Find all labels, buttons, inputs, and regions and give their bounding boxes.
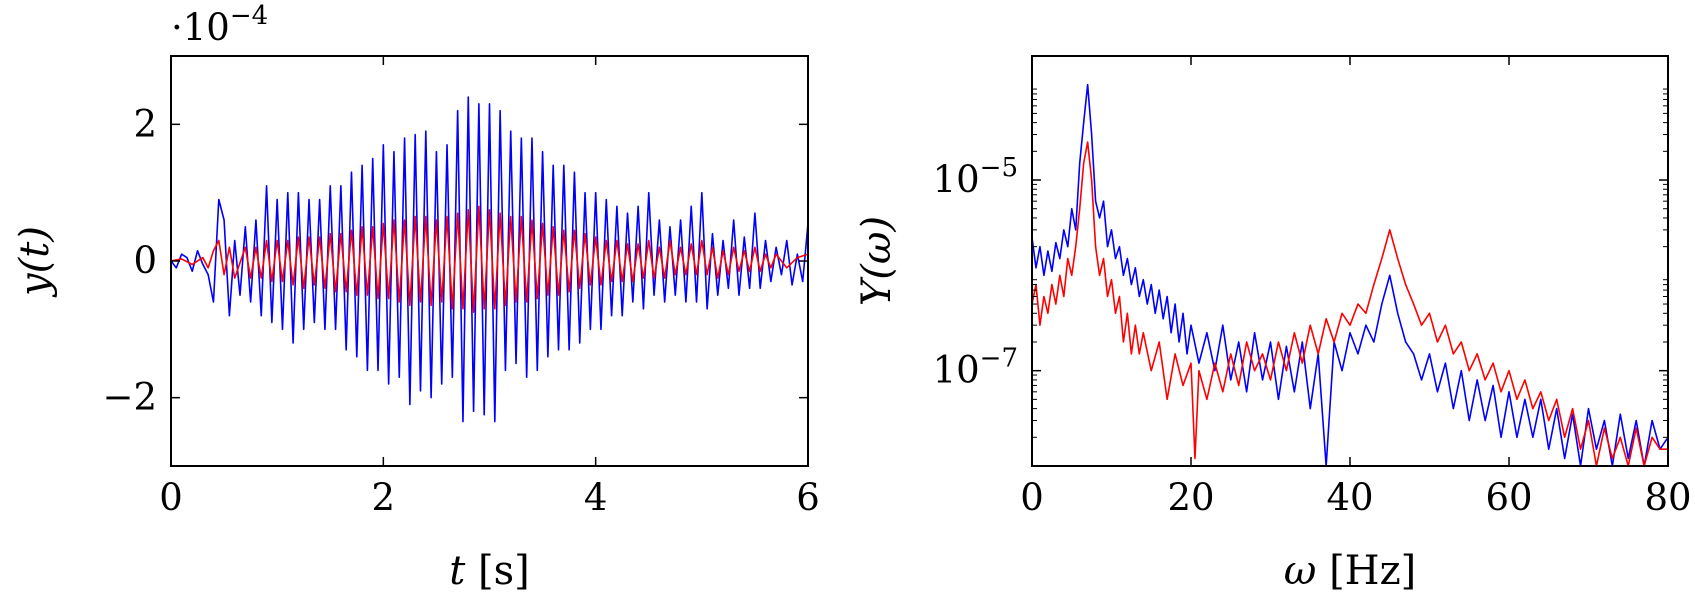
x-axis-label: t [s]: [449, 548, 530, 594]
x-tick-label: 6: [796, 476, 820, 519]
y-scale-exponent: −4: [230, 1, 268, 31]
y-tick-label: 10−5: [933, 153, 1018, 201]
y-axis-label: y(t): [12, 226, 58, 298]
series-group: [1032, 83, 1668, 466]
series-line-1: [171, 96, 808, 423]
x-axis-var: t: [449, 548, 466, 594]
series-line-1: [1032, 83, 1668, 466]
x-axis-unit: [s]: [478, 548, 530, 594]
series-group: [171, 96, 808, 423]
x-axis-label: ω [Hz]: [1284, 548, 1417, 594]
y-axis-label: Y(ω): [854, 216, 900, 306]
x-tick-label: 80: [1644, 476, 1691, 519]
x-tick-label: 20: [1167, 476, 1214, 519]
time-domain-chart: 0 2 4 6 −2 0 2 t [s] y(t) ·10−4: [12, 1, 820, 594]
y-tick-base: 10: [933, 158, 980, 201]
x-tick-label: 0: [1020, 476, 1044, 519]
series-line-2: [1032, 141, 1668, 466]
x-tick-label: 4: [584, 476, 608, 519]
y-tick-label: 2: [133, 102, 157, 145]
x-tick-label: 2: [372, 476, 396, 519]
x-tick-label: 60: [1485, 476, 1532, 519]
x-tick-label: 0: [159, 476, 183, 519]
x-axis-unit: [Hz]: [1329, 548, 1416, 594]
series-line-2: [171, 205, 808, 314]
y-tick-label: 0: [133, 239, 157, 282]
y-tick-label: −2: [102, 376, 157, 419]
y-tick-base: 10: [933, 349, 980, 392]
y-scale-factor: ·10−4: [171, 1, 268, 49]
y-tick-label: 10−7: [933, 344, 1018, 392]
y-tick-exponent: −7: [980, 344, 1018, 374]
y-tick-exponent: −5: [980, 153, 1018, 183]
x-axis-var: ω: [1284, 548, 1317, 594]
x-tick-label: 40: [1326, 476, 1373, 519]
y-scale-base: ·10: [171, 6, 230, 49]
